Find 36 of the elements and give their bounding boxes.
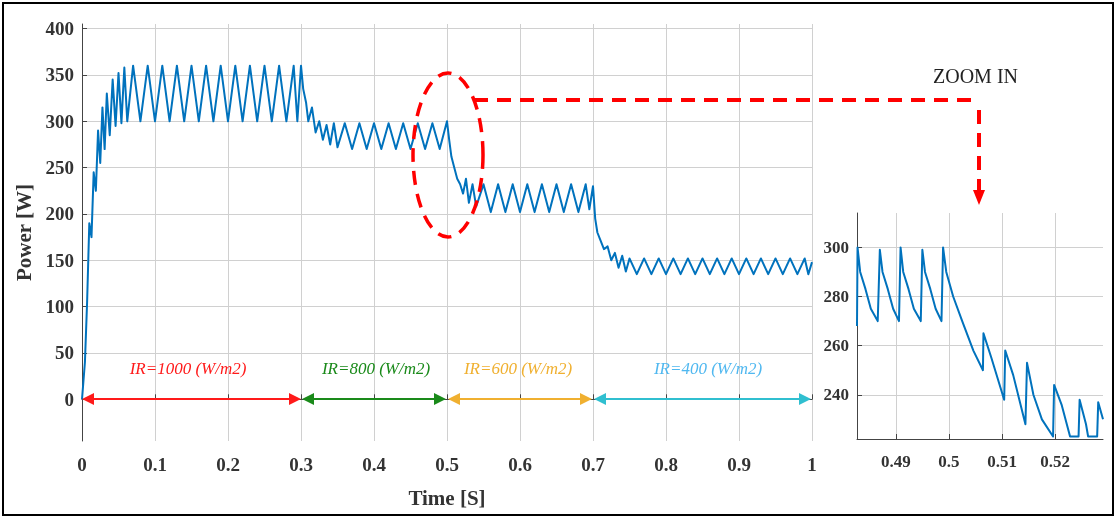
x-tick-label: 0.8 <box>654 454 678 475</box>
x-tick-label: 0.49 <box>880 452 911 471</box>
x-tick-label: 0.6 <box>508 454 532 475</box>
annotation: IR=1000 (W/m2) <box>128 358 247 378</box>
x-axis-title: Time [S] <box>408 485 486 510</box>
y-tick-label: 260 <box>823 336 849 356</box>
y-tick-label: 400 <box>45 18 74 40</box>
x-tick-label: 0.9 <box>727 454 751 475</box>
y-tick-label: 300 <box>823 237 849 257</box>
line-series <box>81 64 813 401</box>
y-tick-label: 250 <box>45 157 74 179</box>
y-tick-label: 200 <box>45 203 74 225</box>
y-tick-label: 240 <box>823 385 849 405</box>
annotation: IR=800 (W/m2) <box>320 358 431 378</box>
x-tick-label: 0.51 <box>987 452 1017 471</box>
y-tick-label: 0 <box>64 388 74 410</box>
x-tick-label: 0.1 <box>143 454 167 475</box>
x-tick-label: 1 <box>807 454 817 475</box>
x-tick-label: 0.3 <box>289 454 313 475</box>
annotation: IR=400 (W/m2) <box>652 358 763 378</box>
y-tick-label: 150 <box>45 249 74 271</box>
x-tick-label: 0.7 <box>581 454 606 475</box>
x-tick-label: 0.2 <box>216 454 240 475</box>
y-tick-label: 50 <box>55 342 74 364</box>
x-tick-label: 0.52 <box>1040 452 1071 471</box>
y-tick-label: 350 <box>45 64 74 86</box>
x-tick-label: 0.5 <box>938 452 960 471</box>
y-tick-label: 280 <box>823 287 849 307</box>
x-tick-label: 0.4 <box>362 454 387 475</box>
y-tick-label: 300 <box>45 110 74 132</box>
chart-title: ZOOM IN <box>933 65 1018 87</box>
x-tick-label: 0 <box>77 454 87 475</box>
y-axis-title: Power [W] <box>11 184 36 281</box>
x-tick-label: 0.5 <box>435 454 459 475</box>
annotation: IR=600 (W/m2) <box>462 358 573 378</box>
y-tick-label: 100 <box>45 296 74 318</box>
